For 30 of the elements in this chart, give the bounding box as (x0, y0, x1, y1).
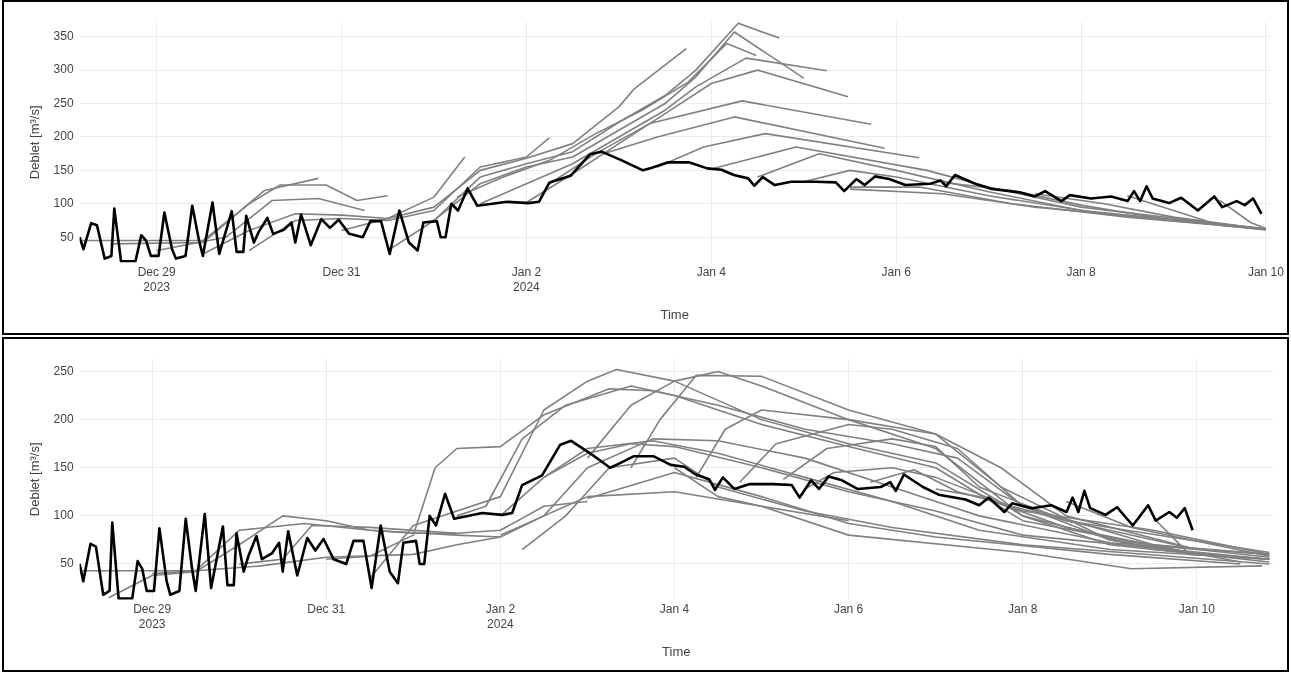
y-tick-label: 150 (53, 460, 74, 475)
x-tick-label: Jan 6 (833, 602, 864, 617)
x-tick-label: Jan 8 (1008, 602, 1038, 617)
x-tick-label: Jan 2 2024 (511, 265, 542, 294)
x-tick-label: Jan 2 2024 (485, 602, 516, 631)
x-axis-title: Time (662, 643, 691, 659)
x-tick-label: Jan 4 (659, 602, 690, 617)
y-tick-label: 100 (53, 196, 74, 211)
x-tick-label: Dec 31 (322, 265, 361, 280)
x-axis-title: Time (660, 306, 689, 322)
x-tick-label: Jan 4 (696, 265, 727, 280)
x-tick-label: Jan 10 (1178, 602, 1216, 617)
y-tick-label: 150 (53, 162, 74, 177)
y-tick-label: 250 (53, 363, 74, 378)
y-axis-title: Deblet [m³/s] (27, 105, 43, 180)
y-tick-label: 350 (53, 29, 74, 44)
y-tick-label: 200 (53, 411, 74, 426)
y-tick-label: 100 (53, 508, 74, 523)
x-tick-label: Dec 31 (307, 602, 346, 617)
x-tick-label: Dec 29 2023 (133, 602, 172, 631)
y-tick-label: 200 (53, 129, 74, 144)
y-tick-label: 250 (53, 95, 74, 110)
y-tick-label: 300 (53, 62, 74, 77)
x-tick-label: Dec 29 2023 (137, 265, 176, 294)
x-tick-label: Jan 10 (1247, 265, 1285, 280)
y-tick-label: 50 (60, 229, 74, 244)
y-tick-label: 50 (60, 556, 74, 571)
y-axis-title: Deblet [m³/s] (27, 442, 43, 517)
x-tick-label: Jan 6 (881, 265, 912, 280)
x-tick-label: Jan 8 (1066, 265, 1097, 280)
